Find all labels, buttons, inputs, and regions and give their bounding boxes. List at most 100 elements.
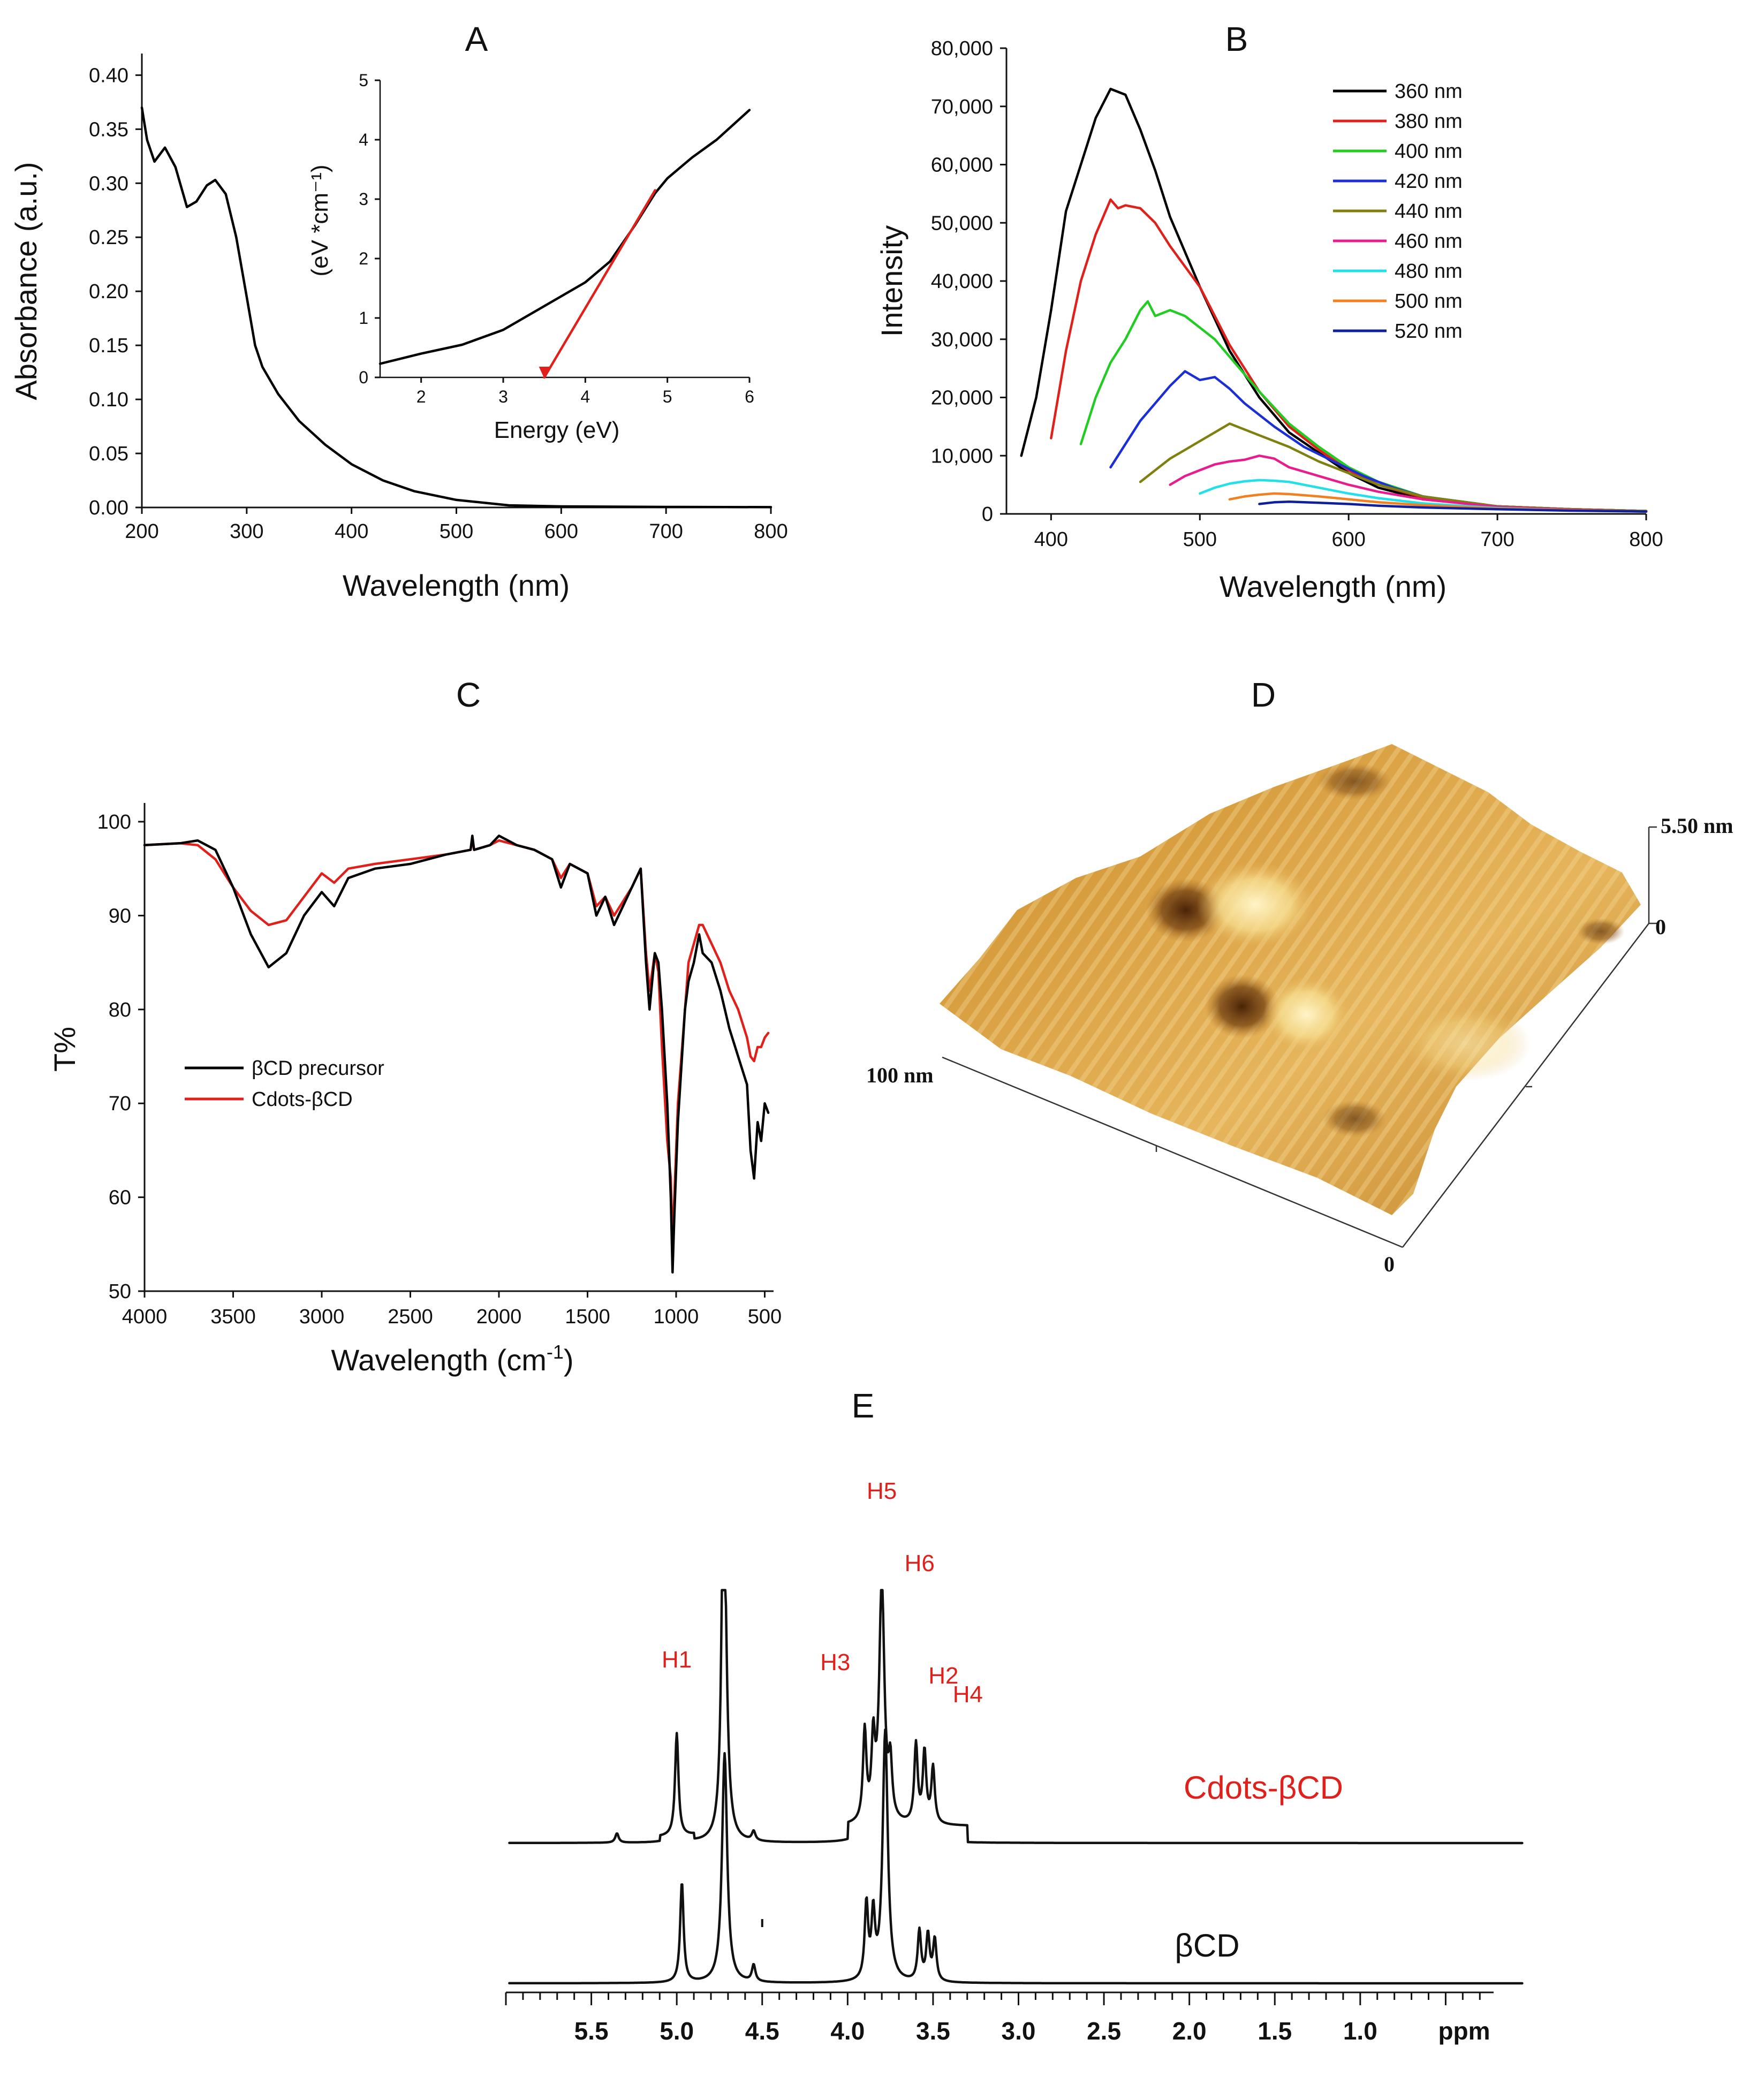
pl-line-420-nm [1109, 370, 1648, 512]
y-tick-label: 0.15 [89, 335, 128, 357]
y-tick-label: 70 [109, 1093, 131, 1115]
peak-label-H6: H6 [905, 1550, 935, 1576]
x-tick-label: 1.5 [1258, 2017, 1292, 2045]
pl-line-460-nm [1169, 454, 1648, 513]
inset-series [378, 109, 751, 379]
legend-label: Cdots-βCD [252, 1088, 353, 1111]
x-tick-label: 1000 [654, 1306, 699, 1328]
panel-b-x-title: Wavelength (nm) [1220, 570, 1447, 603]
absorbance-line [140, 106, 773, 509]
panel-d-letter: D [1251, 676, 1276, 714]
x-tick-label: 400 [1034, 528, 1068, 551]
panel-e-letter: E [852, 1386, 875, 1425]
peak-label-H2: H2 [928, 1663, 958, 1689]
afm-dark-spot [1317, 763, 1392, 800]
inset-x-tick-label: 2 [416, 387, 426, 406]
panel-e-series [508, 1589, 1524, 1985]
legend-label: 420 nm [1395, 170, 1463, 193]
panel-a: A 200 300 400 500 600 700 800 0.00 0.05 0.10 0.15 0… [9, 20, 788, 602]
peak-label-H1: H1 [662, 1647, 692, 1673]
y-tick-label: 0.20 [89, 280, 128, 303]
inset-y-tick-label: 3 [359, 189, 368, 209]
panel-b-series [1020, 87, 1648, 513]
y-tick-label: 100 [97, 811, 131, 833]
y-tick-label: 10,000 [931, 445, 993, 467]
peak-label-H4: H4 [953, 1681, 983, 1708]
legend-label: 360 nm [1395, 80, 1463, 103]
inset-y-tick-label: 1 [359, 308, 368, 328]
legend-label: 380 nm [1395, 110, 1463, 133]
panel-c-y-title: T% [48, 1027, 81, 1072]
y-tick-label: 60 [109, 1187, 131, 1209]
afm-surface-texture [940, 744, 1641, 1215]
panel-b-ticks: 400 500 600 700 800 0 10,000 20,000 30,000 40,000… [931, 37, 1663, 551]
panel-a-letter: A [465, 20, 488, 58]
y-tick-label: 0 [982, 503, 993, 526]
x-tick-label: 200 [125, 520, 158, 543]
pl-line-520-nm [1258, 500, 1648, 513]
y-tick-label: 50,000 [931, 212, 993, 234]
nmr-series-label-cdots: Cdots-βCD [1184, 1770, 1343, 1806]
pl-line-360-nm [1020, 87, 1648, 512]
afm-dark-spot [1322, 1100, 1387, 1138]
inset-x-tick-label: 5 [663, 387, 672, 406]
panel-c-legend: βCD precursor Cdots-βCD [185, 1057, 384, 1111]
legend-label: 400 nm [1395, 140, 1463, 163]
x-tick-label: 1.0 [1343, 2017, 1377, 2045]
afm-z-min-label: 0 [1655, 915, 1666, 939]
x-tick-label: 1500 [565, 1306, 610, 1328]
x-tick-label: 800 [1629, 528, 1663, 551]
panel-e: E 5.5 5.0 4.5 4.0 3.5 3.0 2.5 2.0 1.5 1.0 H1 H3H5H… [505, 1386, 1524, 2045]
afm-dark-spot [1577, 918, 1625, 945]
inset-y-title: (eV *cm⁻¹) [307, 165, 333, 277]
afm-x-axis [1402, 923, 1649, 1248]
y-tick-label: 50 [109, 1280, 131, 1303]
legend-label: 480 nm [1395, 260, 1463, 283]
panel-c-ticks: 4000 3500 3000 2500 2000 1500 1000 500 50 60 70 80 9… [97, 811, 782, 1328]
x-tick-label: 2.5 [1087, 2017, 1121, 2045]
y-tick-label: 0.30 [89, 172, 128, 195]
panel-c-x-title-end: ) [564, 1343, 574, 1377]
nmr-series-label-bcd: βCD [1175, 1928, 1239, 1963]
legend-label: 440 nm [1395, 200, 1463, 223]
legend-label: 520 nm [1395, 320, 1463, 343]
x-tick-label: 3.0 [1002, 2017, 1036, 2045]
panel-e-ticks: 5.5 5.0 4.5 4.0 3.5 3.0 2.5 2.0 1.5 1.0 [505, 1992, 1481, 2045]
panel-a-inset: 2 3 4 5 6 0 1 2 3 4 5 Energy (eV) (eV *cm⁻¹) [307, 71, 754, 443]
panel-d: D 5.50 nm 0 100 nm 0 [866, 676, 1733, 1276]
panel-e-x-title: ppm [1438, 2017, 1490, 2045]
y-tick-label: 80,000 [931, 37, 993, 60]
y-tick-label: 80 [109, 999, 131, 1021]
panel-c-x-title: Wavelength (cm-1) [331, 1341, 573, 1377]
x-tick-label: 3.5 [916, 2017, 950, 2045]
afm-xy-max-label: 100 nm [866, 1063, 934, 1087]
peak-label-H3: H3 [820, 1649, 850, 1676]
panel-c: C 4000 3500 3000 2500 2000 1500 1000 500 50 60 70 8… [48, 676, 782, 1377]
pl-line-440-nm [1139, 422, 1648, 512]
inset-y-tick-label: 2 [359, 249, 368, 268]
ftir-line-Cdots-βCD [143, 839, 770, 1246]
x-tick-label: 500 [440, 520, 473, 543]
x-tick-label: 2000 [476, 1306, 522, 1328]
afm-light-bump [1196, 862, 1314, 947]
inset-y-tick-label: 0 [359, 368, 368, 387]
y-tick-label: 0.25 [89, 226, 128, 249]
panel-a-ticks: 200 300 400 500 600 700 800 0.00 0.05 0.10 0.15 0.2… [89, 64, 788, 543]
x-tick-label: 400 [335, 520, 368, 543]
afm-light-bump [1403, 1006, 1531, 1081]
x-tick-label: 500 [748, 1306, 782, 1328]
y-tick-label: 90 [109, 905, 131, 927]
panel-b-legend: 360 nm 380 nm 400 nm 420 nm 440 nm 460 nm 480 … [1333, 80, 1463, 343]
inset-x-tick-label: 6 [745, 387, 754, 406]
pl-line-380-nm [1050, 198, 1648, 512]
panel-b: B 400 500 600 700 800 0 10,000 20,000 30,000 40,0… [875, 20, 1663, 603]
afm-surface [940, 744, 1641, 1215]
y-tick-label: 0.00 [89, 497, 128, 519]
panel-c-x-title-main: Wavelength (cm [331, 1343, 547, 1377]
tauc-fit-arrowhead [539, 367, 550, 378]
y-tick-label: 0.05 [89, 443, 128, 465]
x-tick-label: 2500 [388, 1306, 433, 1328]
legend-label: βCD precursor [252, 1057, 384, 1080]
x-tick-label: 5.5 [574, 2017, 609, 2045]
